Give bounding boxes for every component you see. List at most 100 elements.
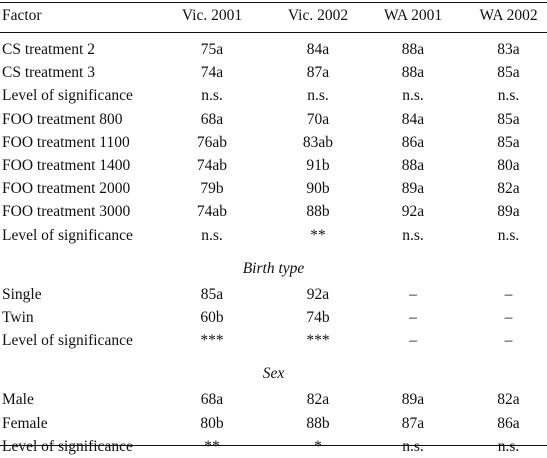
cell-factor: Level of significance [2, 437, 133, 455]
cell-vic-2002: 92a [306, 285, 330, 303]
table-header-rule [0, 32, 547, 33]
cell-wa-2002: 82a [497, 391, 520, 409]
table-header-row: Factor Vic. 2001 Vic. 2002 WA 2001 WA 20… [0, 5, 547, 27]
table-row: Female 80b 88b 87a 86a [0, 413, 547, 435]
cell-vic-2002: 87a [306, 64, 330, 82]
cell-factor: CS treatment 3 [2, 64, 95, 82]
table-bottom-rule [0, 445, 547, 446]
table-row: Single 85a 92a – – [0, 284, 547, 306]
cell-vic-2002: n.s. [307, 87, 329, 105]
cell-wa-2001: – [409, 332, 417, 350]
cell-factor: FOO treatment 3000 [2, 203, 131, 221]
cell-vic-2001: 74ab [196, 203, 228, 221]
cell-wa-2002: – [504, 285, 513, 303]
cell-factor: FOO treatment 800 [2, 110, 123, 128]
cell-wa-2001: 84a [401, 110, 425, 128]
cell-wa-2001: 87a [401, 414, 425, 432]
cell-wa-2002: 85a [497, 110, 520, 128]
table-row: CS treatment 3 74a 87a 88a 85a [0, 62, 547, 84]
cell-vic-2001: 68a [200, 391, 224, 409]
table-row: Level of significance n.s. ** n.s. n.s. [0, 225, 547, 247]
cell-wa-2002: 83a [497, 41, 520, 58]
cell-vic-2002: ** [310, 226, 326, 244]
cell-vic-2001: 68a [200, 110, 224, 128]
cell-vic-2002: * [314, 437, 322, 455]
cell-vic-2001: 75a [200, 41, 224, 58]
cell-wa-2001: – [409, 309, 417, 326]
cell-vic-2002: 90b [306, 180, 330, 198]
cell-wa-2002: 86a [497, 414, 520, 432]
header-wa-2002: WA 2002 [479, 7, 538, 24]
cell-vic-2002: *** [306, 332, 330, 350]
cell-wa-2001: 89a [401, 391, 425, 409]
cell-vic-2001: n.s. [201, 87, 223, 105]
cell-vic-2001: 60b [200, 309, 224, 326]
table-row: FOO treatment 1100 76ab 83ab 86a 85a [0, 132, 547, 154]
table-row: CS treatment 2 75a 84a 88a 83a [0, 39, 547, 61]
header-factor: Factor [2, 7, 42, 24]
header-vic-2001: Vic. 2001 [181, 7, 243, 24]
cell-wa-2001: 88a [401, 64, 425, 82]
cell-vic-2002: 91b [306, 157, 330, 174]
cell-wa-2001: 92a [401, 203, 425, 221]
cell-wa-2001: 88a [401, 157, 425, 174]
table-row: FOO treatment 800 68a 70a 84a 85a [0, 109, 547, 131]
cell-vic-2002: 82a [306, 391, 330, 409]
table-row: FOO treatment 3000 74ab 88b 92a 89a [0, 201, 547, 223]
cell-vic-2002: 88b [306, 414, 330, 432]
cell-factor: Level of significance [2, 87, 133, 105]
cell-factor: Single [2, 285, 42, 303]
cell-vic-2001: 76ab [196, 133, 228, 151]
cell-vic-2001: 79b [200, 180, 224, 198]
cell-vic-2001: n.s. [201, 226, 223, 244]
cell-wa-2002: n.s. [497, 437, 520, 455]
cell-vic-2001: 74ab [196, 157, 228, 174]
cell-vic-2002: 88b [306, 203, 330, 221]
table-row: FOO treatment 2000 79b 90b 89a 82a [0, 178, 547, 200]
section-heading: Sex [262, 365, 285, 383]
cell-vic-2002: 70a [306, 110, 330, 128]
table-top-rule [0, 2, 547, 3]
table-row: Level of significance n.s. n.s. n.s. n.s. [0, 85, 547, 107]
header-vic-2002: Vic. 2002 [287, 7, 349, 24]
cell-wa-2001: 89a [401, 180, 425, 198]
cell-wa-2002: 89a [497, 203, 520, 221]
section-heading: Birth type [242, 259, 305, 277]
cell-vic-2001: ** [204, 437, 220, 455]
cell-wa-2002: 85a [497, 64, 520, 82]
cell-factor: CS treatment 2 [2, 41, 95, 58]
cell-factor: FOO treatment 2000 [2, 180, 131, 198]
cell-wa-2002: 80a [497, 157, 520, 174]
cell-wa-2001: n.s. [402, 226, 424, 244]
cell-wa-2001: n.s. [402, 87, 424, 105]
cell-wa-2001: 86a [401, 133, 425, 151]
cell-wa-2001: – [409, 285, 417, 303]
table-row: Level of significance ** * n.s. n.s. [0, 436, 547, 458]
cell-vic-2001: *** [200, 332, 224, 350]
cell-wa-2002: – [504, 332, 513, 350]
cell-factor: FOO treatment 1400 [2, 157, 131, 174]
cell-wa-2001: n.s. [402, 437, 424, 455]
cell-wa-2002: n.s. [497, 226, 520, 244]
table-row: Male 68a 82a 89a 82a [0, 389, 547, 411]
cell-wa-2001: 88a [401, 41, 425, 58]
cell-wa-2002: n.s. [497, 87, 520, 105]
cell-factor: FOO treatment 1100 [2, 133, 130, 151]
cell-factor: Male [2, 391, 34, 409]
table-row: Level of significance *** *** – – [0, 330, 547, 352]
cell-vic-2002: 84a [306, 41, 330, 58]
cell-factor: Female [2, 414, 48, 432]
cell-factor: Level of significance [2, 332, 133, 350]
cell-wa-2002: – [504, 309, 513, 326]
cell-vic-2002: 74b [306, 309, 330, 326]
cell-vic-2001: 80b [200, 414, 224, 432]
cell-wa-2002: 85a [497, 133, 520, 151]
header-wa-2001: WA 2001 [383, 7, 443, 24]
table-row: FOO treatment 1400 74ab 91b 88a 80a [0, 155, 547, 177]
cell-vic-2002: 83ab [302, 133, 334, 151]
cell-vic-2001: 85a [200, 285, 224, 303]
cell-factor: Twin [2, 309, 34, 326]
cell-wa-2002: 82a [497, 180, 520, 198]
cell-vic-2001: 74a [200, 64, 224, 82]
cell-factor: Level of significance [2, 226, 133, 244]
